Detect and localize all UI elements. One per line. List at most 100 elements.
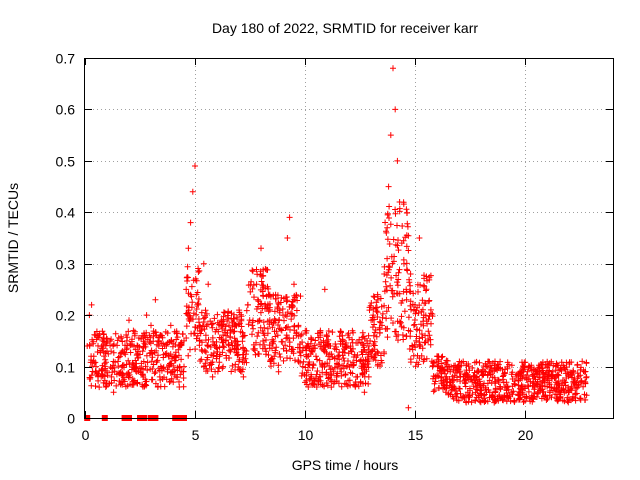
data-point xyxy=(435,385,442,392)
data-point xyxy=(102,342,109,349)
data-point xyxy=(478,387,485,394)
data-point xyxy=(263,337,269,343)
data-point xyxy=(365,332,372,339)
data-point xyxy=(460,358,467,365)
data-point xyxy=(473,394,480,401)
data-point xyxy=(427,310,434,317)
data-point xyxy=(214,345,220,352)
data-point xyxy=(323,333,330,340)
data-point xyxy=(266,291,273,298)
data-point xyxy=(149,376,156,383)
data-point xyxy=(222,337,229,344)
data-point xyxy=(484,358,491,365)
data-point xyxy=(270,340,276,347)
data-point xyxy=(413,337,420,344)
data-point xyxy=(129,342,135,348)
data-point xyxy=(155,365,162,372)
data-point xyxy=(415,288,421,295)
data-point xyxy=(430,359,437,366)
data-point xyxy=(157,383,164,390)
data-point xyxy=(265,352,272,358)
data-point xyxy=(250,346,257,352)
data-point xyxy=(201,347,208,354)
data-point xyxy=(404,223,411,230)
data-point xyxy=(266,345,273,352)
data-point xyxy=(164,368,171,375)
data-point xyxy=(558,359,565,366)
data-point xyxy=(327,371,334,377)
data-point xyxy=(151,370,158,377)
data-point xyxy=(214,368,221,375)
data-point xyxy=(367,302,374,309)
data-point xyxy=(499,376,506,383)
data-point xyxy=(334,360,341,367)
data-point xyxy=(552,374,559,381)
chart-title: Day 180 of 2022, SRMTID for receiver kar… xyxy=(212,20,478,36)
data-point xyxy=(183,323,190,330)
data-point xyxy=(202,307,209,314)
data-point xyxy=(382,325,389,332)
data-point xyxy=(100,379,107,386)
data-point xyxy=(276,325,283,332)
data-point xyxy=(194,289,201,296)
data-point xyxy=(254,296,261,303)
data-point xyxy=(152,369,159,375)
data-point xyxy=(188,293,195,300)
data-point xyxy=(90,353,97,360)
data-point xyxy=(558,382,565,389)
data-point xyxy=(431,387,438,393)
data-point xyxy=(543,397,550,403)
data-point xyxy=(249,268,256,275)
data-point xyxy=(412,363,419,370)
data-point xyxy=(557,387,564,394)
data-point xyxy=(266,300,273,307)
data-point xyxy=(553,385,560,392)
data-point xyxy=(306,359,313,365)
data-point xyxy=(457,390,464,397)
data-point xyxy=(264,325,271,332)
data-point xyxy=(385,263,392,270)
data-point xyxy=(95,342,101,349)
data-point xyxy=(385,304,392,311)
data-point xyxy=(423,355,430,362)
data-point xyxy=(343,363,350,370)
data-point xyxy=(185,352,192,359)
data-point xyxy=(204,342,211,349)
data-point xyxy=(263,266,270,273)
data-point xyxy=(395,269,402,276)
data-point xyxy=(114,342,121,349)
data-point xyxy=(477,399,484,406)
data-point xyxy=(250,325,257,332)
data-point xyxy=(325,328,332,334)
data-point xyxy=(148,322,154,329)
data-point xyxy=(303,369,310,376)
data-point xyxy=(435,363,442,369)
data-point xyxy=(163,376,170,383)
data-point xyxy=(357,379,364,386)
data-point xyxy=(386,203,393,210)
data-point xyxy=(275,368,282,375)
data-point xyxy=(298,331,305,338)
data-point xyxy=(249,267,256,274)
data-point xyxy=(390,65,396,72)
data-point xyxy=(163,343,170,349)
data-point xyxy=(295,358,302,365)
data-point xyxy=(570,368,577,375)
data-point xyxy=(218,317,225,324)
data-point xyxy=(474,386,481,393)
data-point xyxy=(289,298,296,305)
data-point xyxy=(447,379,454,386)
y-tick-label: 0.2 xyxy=(56,308,76,324)
data-point xyxy=(109,365,116,372)
data-point xyxy=(130,327,137,334)
data-point xyxy=(167,369,174,376)
data-point xyxy=(312,337,319,344)
data-point xyxy=(160,340,167,347)
data-point xyxy=(121,378,128,385)
data-point xyxy=(226,355,233,361)
data-point xyxy=(240,373,247,380)
data-point xyxy=(248,278,255,285)
data-point xyxy=(414,352,421,359)
data-point xyxy=(103,335,110,342)
data-point xyxy=(420,312,427,319)
